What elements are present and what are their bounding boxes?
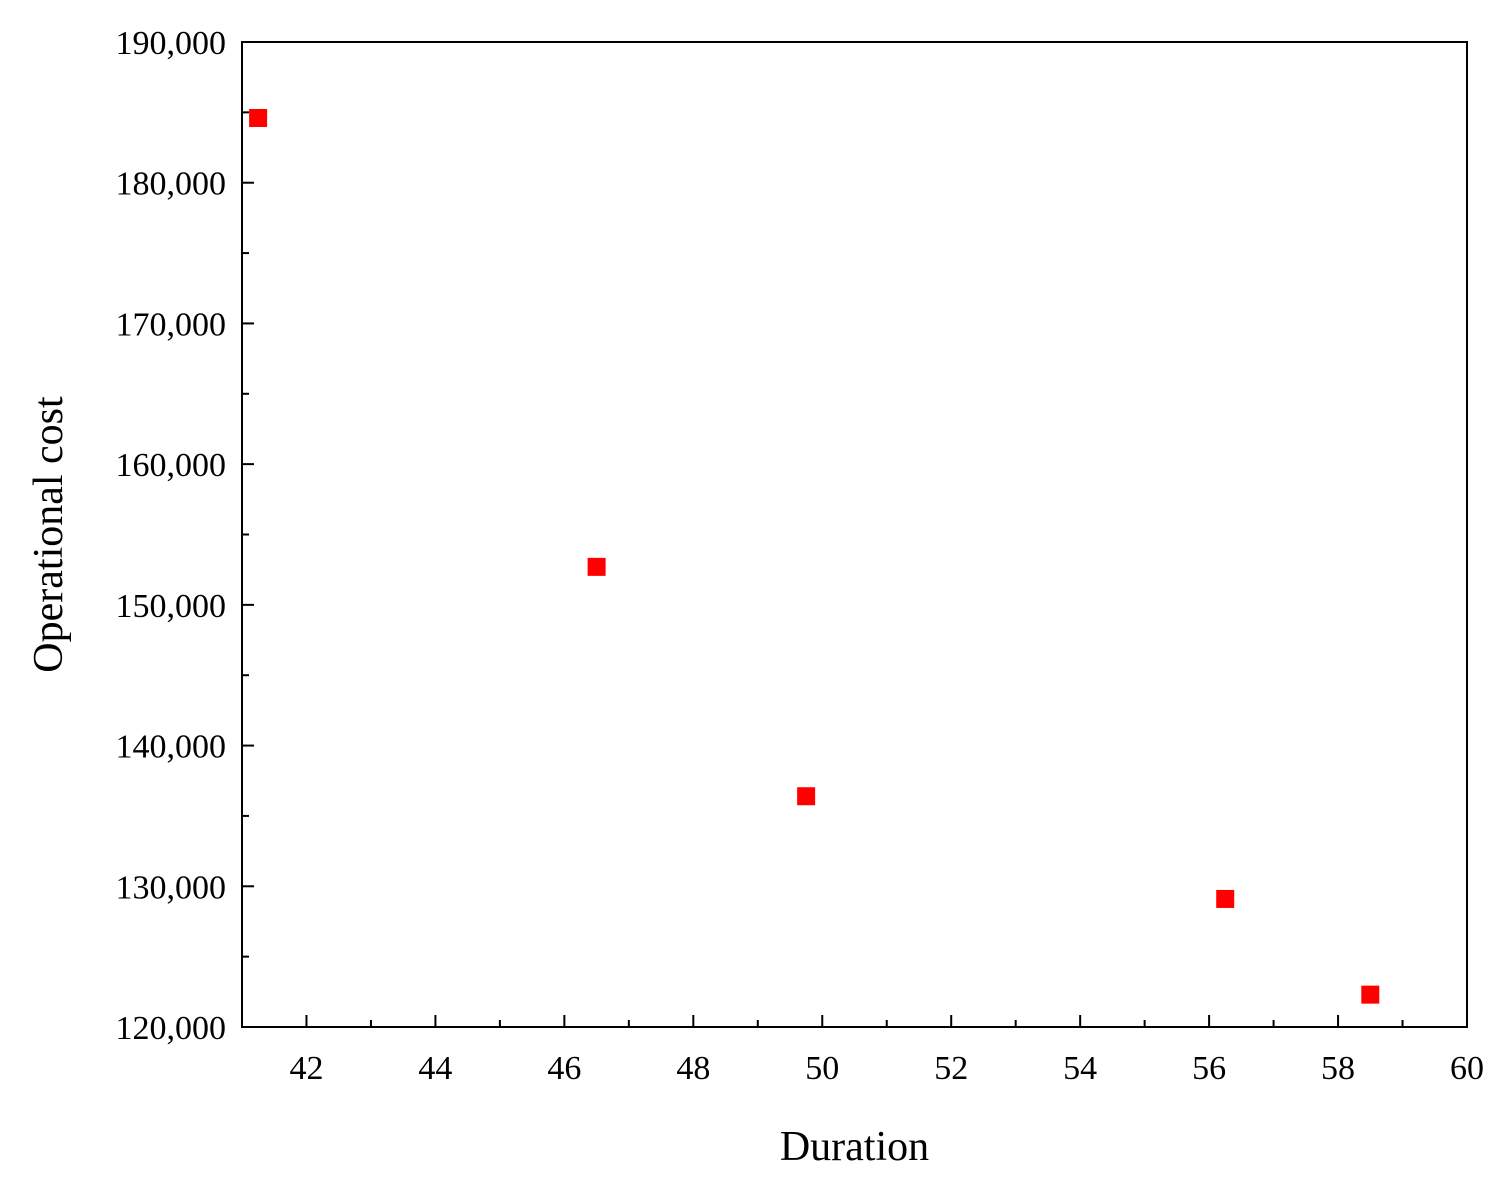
x-tick-label: 48 [676, 1050, 710, 1087]
x-axis-ticks: 42 44 46 48 50 52 54 56 58 60 [241, 1015, 1484, 1087]
data-point [587, 557, 606, 576]
data-point [797, 787, 816, 806]
x-tick-label: 54 [1063, 1050, 1097, 1087]
y-tick-label: 160,000 [116, 447, 227, 484]
plot-frame [241, 41, 1468, 1028]
y-axis-title: Operational cost [26, 396, 72, 673]
y-axis-ticks: 120,000 130,000 140,000 150,000 160,000 170,0… [116, 25, 254, 1047]
data-points [249, 108, 1380, 1004]
data-point [1361, 985, 1380, 1004]
x-tick-label: 50 [805, 1050, 839, 1087]
data-point [1216, 889, 1235, 908]
y-tick-label: 190,000 [116, 25, 227, 62]
y-tick-label: 130,000 [116, 869, 227, 906]
y-tick-label: 140,000 [116, 729, 227, 766]
x-tick-label: 60 [1450, 1050, 1484, 1087]
x-tick-label: 58 [1321, 1050, 1355, 1087]
y-tick-label: 170,000 [116, 306, 227, 343]
x-axis-title: Duration [780, 1124, 929, 1170]
x-tick-label: 56 [1192, 1050, 1226, 1087]
x-tick-label: 46 [547, 1050, 581, 1087]
x-tick-label: 52 [934, 1050, 968, 1087]
x-tick-label: 42 [289, 1050, 323, 1087]
y-tick-label: 180,000 [116, 166, 227, 203]
x-tick-label: 44 [418, 1050, 452, 1087]
y-tick-label: 120,000 [116, 1010, 227, 1047]
data-point [249, 108, 268, 127]
y-tick-label: 150,000 [116, 588, 227, 625]
